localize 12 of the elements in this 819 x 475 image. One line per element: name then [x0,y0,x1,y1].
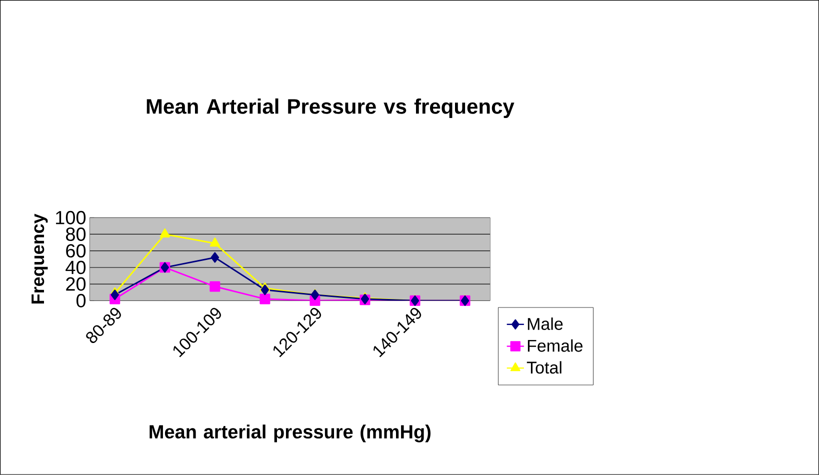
y-axis-title: Frequency [32,214,48,304]
legend-label: Male [528,318,563,330]
legend-label: Female [528,339,582,352]
y-tick-label: 80 [66,228,86,242]
y-tick-label: 60 [66,244,86,258]
y-tick-label: 40 [66,260,86,274]
chart-title: Mean Arterial Pressure vs frequency [146,98,514,118]
y-tick-label: 20 [66,277,86,291]
legend-label: Total [526,361,562,374]
y-tick-label: 0 [76,294,86,308]
x-axis-title: Mean arterial pressure (mmHg) [150,424,431,442]
y-tick-label: 100 [56,210,86,224]
